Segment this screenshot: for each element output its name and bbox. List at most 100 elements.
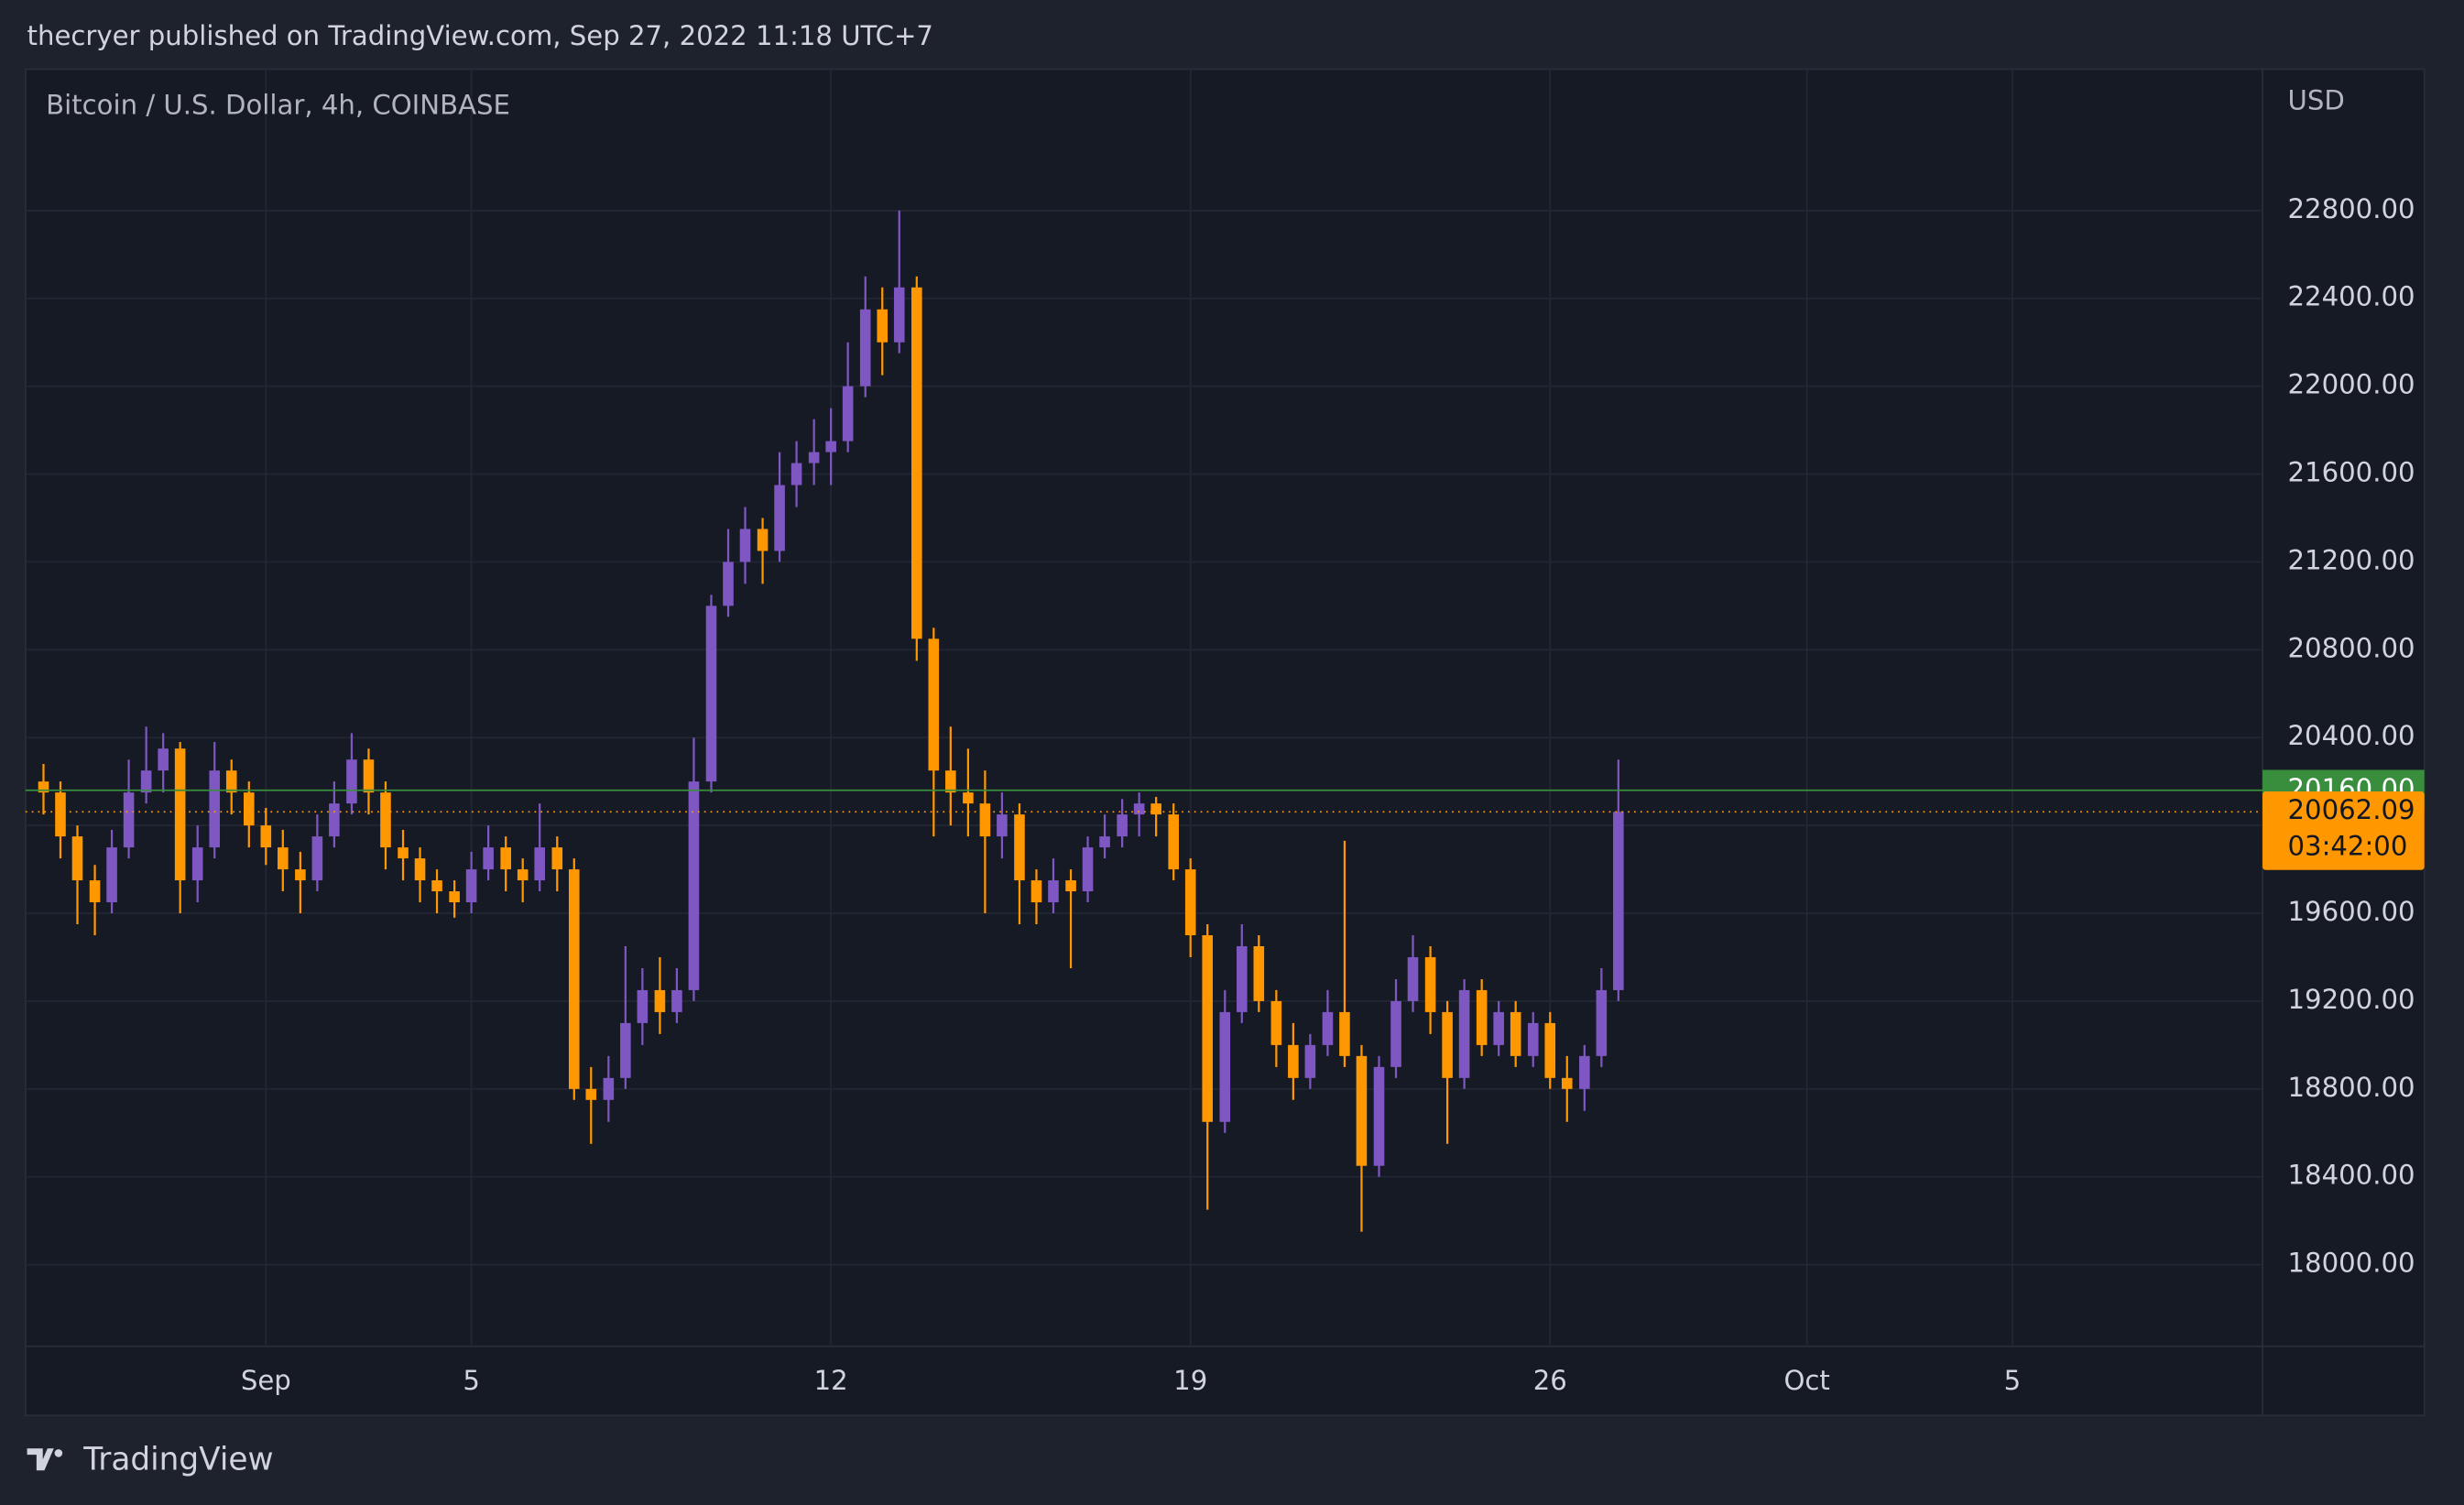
y-tick-label: 22400.00 bbox=[2288, 281, 2415, 312]
candle-body bbox=[1184, 869, 1196, 935]
candle-body bbox=[55, 792, 66, 837]
candle-body bbox=[1510, 1011, 1521, 1056]
candle-body bbox=[1048, 880, 1059, 903]
candle-body bbox=[757, 529, 769, 551]
candle-body bbox=[363, 759, 375, 793]
candle-body bbox=[225, 770, 237, 793]
candle-body bbox=[585, 1088, 597, 1100]
candle-body bbox=[1099, 836, 1110, 848]
candle-body bbox=[1270, 1000, 1282, 1045]
candle-body bbox=[774, 485, 785, 551]
candle-body bbox=[1082, 847, 1094, 892]
candle-body bbox=[1288, 1044, 1299, 1078]
candle-body bbox=[1236, 945, 1248, 1012]
y-tick-label: 18800.00 bbox=[2288, 1072, 2415, 1103]
candle-body bbox=[568, 869, 580, 1089]
candle-body bbox=[414, 858, 426, 881]
y-tick-label: 22000.00 bbox=[2288, 369, 2415, 400]
candle-body bbox=[1253, 945, 1265, 1001]
x-tick-label: 26 bbox=[1533, 1365, 1567, 1396]
candle-body bbox=[1304, 1044, 1316, 1078]
candle-body bbox=[89, 880, 101, 903]
candle-body bbox=[244, 792, 255, 826]
candle-body bbox=[209, 770, 221, 848]
candle-body bbox=[603, 1077, 615, 1100]
y-tick-label: 19200.00 bbox=[2288, 984, 2415, 1015]
y-tick-label: 20800.00 bbox=[2288, 632, 2415, 663]
candle-body bbox=[191, 847, 203, 881]
candle-body bbox=[140, 770, 152, 793]
candle-body bbox=[1544, 1022, 1556, 1078]
grid bbox=[25, 69, 2263, 1347]
candle-body bbox=[551, 847, 563, 870]
x-tick-label: 12 bbox=[814, 1365, 848, 1396]
candle-body bbox=[877, 309, 889, 343]
candle-body bbox=[790, 463, 802, 485]
candle-body bbox=[1117, 814, 1128, 837]
chart-pane bbox=[24, 68, 2426, 1417]
candle-body bbox=[1339, 1011, 1350, 1056]
candle-body bbox=[1168, 814, 1179, 870]
candle-body bbox=[825, 441, 836, 453]
candle-body bbox=[1390, 1000, 1401, 1067]
candle-body bbox=[449, 891, 460, 903]
candle-body bbox=[1442, 1011, 1453, 1078]
symbol-title: Bitcoin / U.S. Dollar, 4h, COINBASE bbox=[46, 90, 510, 121]
candle-body bbox=[723, 562, 734, 606]
currency-label: USD bbox=[2288, 84, 2345, 115]
candle-body bbox=[1561, 1077, 1573, 1089]
candle-body bbox=[1493, 1011, 1504, 1045]
x-tick-label: 5 bbox=[2004, 1365, 2022, 1396]
y-tick-label: 18000.00 bbox=[2288, 1248, 2415, 1279]
candle-body bbox=[380, 792, 391, 848]
candle-body bbox=[1613, 812, 1624, 990]
candle-body bbox=[705, 605, 717, 782]
candle-body bbox=[398, 847, 409, 859]
candle-body bbox=[1424, 956, 1436, 1012]
candle-body bbox=[997, 814, 1008, 837]
candle-body bbox=[1219, 1011, 1231, 1122]
candle-body bbox=[534, 847, 545, 881]
candle-body bbox=[1322, 1011, 1334, 1045]
candle-body bbox=[517, 869, 529, 881]
x-tick-label: 19 bbox=[1173, 1365, 1207, 1396]
candle-body bbox=[911, 287, 922, 639]
candle-body bbox=[174, 748, 186, 881]
candle-body bbox=[928, 638, 940, 771]
y-tick-label: 21600.00 bbox=[2288, 457, 2415, 488]
candle-body bbox=[1407, 956, 1419, 1001]
last-price-tag bbox=[2262, 791, 2425, 870]
candle-body bbox=[671, 989, 682, 1012]
candle-body bbox=[620, 1022, 631, 1078]
candle-body bbox=[1476, 989, 1488, 1045]
candle-body bbox=[1373, 1066, 1385, 1166]
candle-body bbox=[1150, 803, 1161, 815]
candle-body bbox=[329, 803, 340, 837]
candle-body bbox=[431, 880, 442, 892]
candle-body bbox=[260, 825, 272, 848]
candle-body bbox=[311, 836, 323, 881]
logo-icon bbox=[27, 1448, 54, 1471]
candle-body bbox=[346, 759, 357, 804]
candle-body bbox=[893, 287, 905, 343]
candle-body bbox=[654, 989, 666, 1012]
y-tick-label: 18400.00 bbox=[2288, 1160, 2415, 1191]
candle-body bbox=[1356, 1055, 1368, 1166]
x-tick-label: Sep bbox=[241, 1365, 291, 1396]
y-tick-label: 22800.00 bbox=[2288, 193, 2415, 224]
y-tick-label: 20400.00 bbox=[2288, 720, 2415, 751]
overlay: 18000.00 18400.00 18800.00 19200.00 19600.00… bbox=[25, 193, 2425, 1396]
candle-body bbox=[1596, 989, 1608, 1056]
candle-body bbox=[106, 847, 117, 903]
y-tick-label: 19600.00 bbox=[2288, 896, 2415, 927]
publish-header: thecryer published on TradingView.com, S… bbox=[27, 20, 933, 51]
candle-body bbox=[945, 770, 956, 793]
y-tick-label: 21200.00 bbox=[2288, 544, 2415, 575]
candle-body bbox=[808, 452, 820, 463]
x-tick-label: Oct bbox=[1783, 1365, 1829, 1396]
candle-body bbox=[158, 748, 169, 771]
candle-body bbox=[123, 792, 135, 848]
candle-body bbox=[465, 869, 477, 903]
candle-body bbox=[637, 989, 649, 1023]
